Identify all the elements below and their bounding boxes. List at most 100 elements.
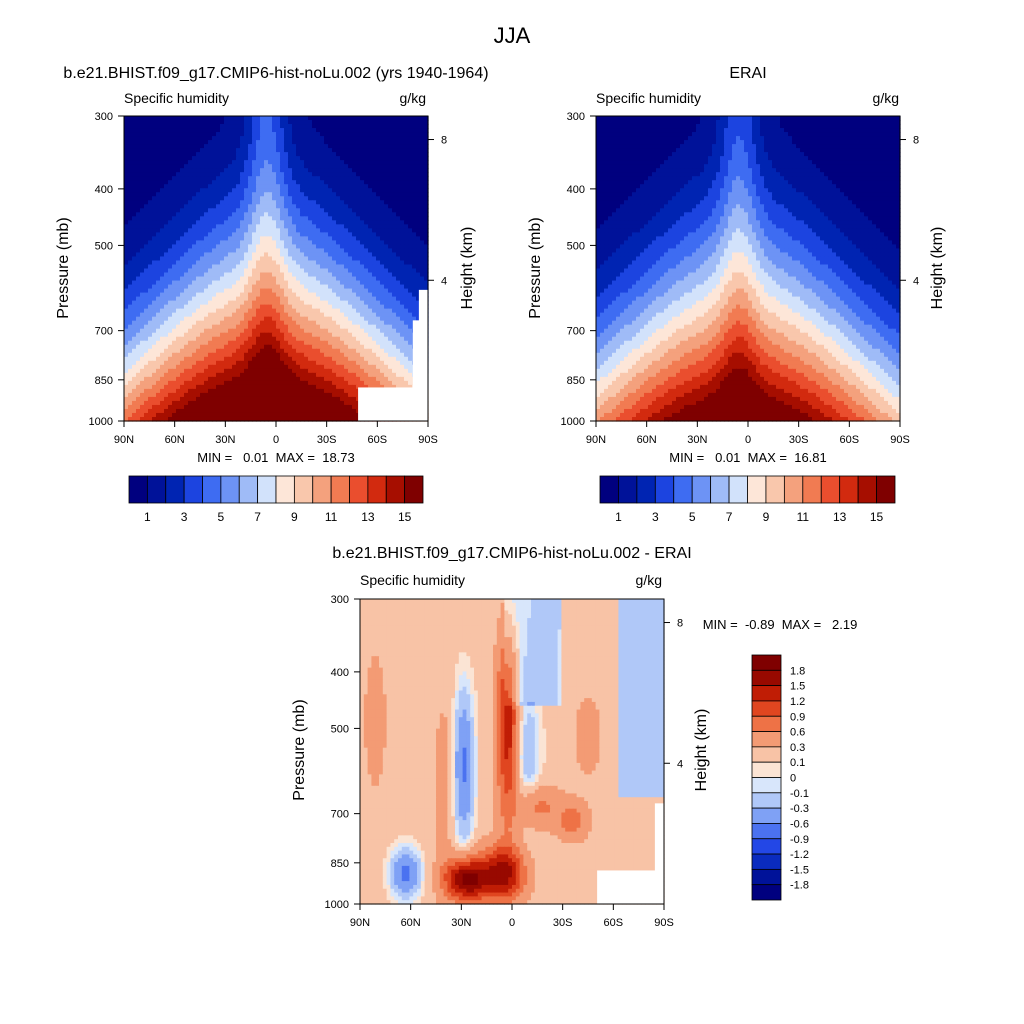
contour-cell <box>208 196 213 201</box>
contour-cell <box>304 336 309 342</box>
contour-cell <box>340 136 345 141</box>
contour-cell <box>136 216 141 221</box>
contour-cell <box>264 232 269 237</box>
contour-cell <box>400 276 405 282</box>
contour-cell <box>392 192 397 197</box>
contour-cell <box>360 288 365 294</box>
contour-cell <box>204 208 209 213</box>
contour-cell <box>148 192 153 197</box>
contour-cell <box>172 148 177 153</box>
contour-cell <box>352 172 357 177</box>
contour-cell <box>336 256 341 262</box>
contour-cell <box>208 168 213 173</box>
contour-cell <box>424 212 429 217</box>
contour-cell <box>424 248 429 254</box>
contour-cell <box>312 352 317 358</box>
contour-cell <box>296 372 301 378</box>
contour-cell <box>176 248 181 254</box>
contour-cell <box>148 184 153 189</box>
contour-cell <box>196 200 201 205</box>
contour-cell <box>176 360 181 366</box>
contour-cell <box>424 180 429 185</box>
contour-cell <box>304 152 309 157</box>
contour-cell <box>316 372 321 378</box>
contour-cell <box>268 280 273 286</box>
contour-cell <box>176 340 181 346</box>
contour-cell <box>320 336 325 342</box>
contour-cell <box>140 348 145 354</box>
contour-cell <box>352 328 357 334</box>
contour-cell <box>308 156 313 161</box>
contour-cell <box>392 216 397 221</box>
contour-cell <box>296 240 301 246</box>
contour-cell <box>264 296 269 302</box>
contour-cell <box>316 336 321 342</box>
contour-cell <box>140 208 145 213</box>
contour-cell <box>352 272 357 278</box>
contour-cell <box>172 168 177 173</box>
contour-cell <box>376 308 381 314</box>
contour-cell <box>172 156 177 161</box>
contour-cell <box>352 296 357 302</box>
contour-cell <box>216 376 221 382</box>
contour-cell <box>148 368 153 374</box>
contour-cell <box>300 320 305 326</box>
contour-cell <box>300 300 305 306</box>
contour-cell <box>164 376 169 382</box>
contour-cell <box>160 184 165 189</box>
contour-cell <box>268 232 273 237</box>
contour-cell <box>324 240 329 246</box>
contour-cell <box>208 136 213 141</box>
contour-cell <box>268 224 273 229</box>
contour-cell <box>300 184 305 189</box>
contour-cell <box>168 224 173 229</box>
contour-cell <box>204 244 209 250</box>
contour-cell <box>336 352 341 358</box>
contour-cell <box>352 300 357 306</box>
contour-cell <box>312 256 317 262</box>
contour-cell <box>132 376 137 382</box>
contour-cell <box>128 340 133 346</box>
contour-cell <box>412 248 417 254</box>
contour-cell <box>304 224 309 229</box>
contour-cell <box>356 216 361 221</box>
contour-cell <box>208 256 213 262</box>
contour-cell <box>396 272 401 278</box>
contour-cell <box>292 192 297 197</box>
contour-cell <box>252 300 257 306</box>
contour-cell <box>260 300 265 306</box>
contour-cell <box>324 376 329 382</box>
contour-cell <box>388 296 393 302</box>
contour-cell <box>332 184 337 189</box>
contour-cell <box>208 220 213 225</box>
contour-cell <box>344 292 349 298</box>
contour-cell <box>168 172 173 177</box>
contour-cell <box>348 340 353 346</box>
contour-cell <box>364 208 369 213</box>
contour-cell <box>284 192 289 197</box>
contour-cell <box>148 136 153 141</box>
contour-cell <box>192 364 197 370</box>
contour-cell <box>416 224 421 229</box>
contour-cell <box>412 144 417 149</box>
contour-cell <box>376 280 381 286</box>
contour-cell <box>232 312 237 318</box>
contour-cell <box>284 336 289 342</box>
contour-cell <box>132 204 137 209</box>
contour-cell <box>404 232 409 237</box>
contour-cell <box>404 188 409 193</box>
contour-cell <box>192 308 197 314</box>
contour-cell <box>380 208 385 213</box>
contour-cell <box>204 304 209 310</box>
contour-cell <box>412 200 417 205</box>
contour-cell <box>188 236 193 241</box>
contour-cell <box>388 224 393 229</box>
contour-cell <box>360 276 365 282</box>
contour-cell <box>204 180 209 185</box>
contour-cell <box>340 120 345 125</box>
contour-cell <box>252 144 257 149</box>
contour-cell <box>268 128 273 133</box>
contour-cell <box>364 152 369 157</box>
contour-cell <box>260 260 265 266</box>
contour-cell <box>356 128 361 133</box>
